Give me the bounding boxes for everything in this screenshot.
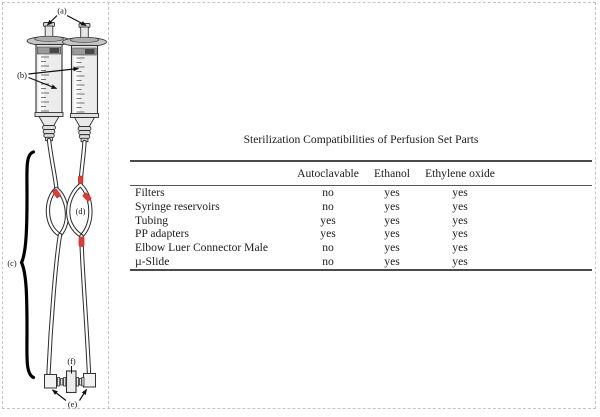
cell-ethanol: yes xyxy=(384,254,400,268)
tubing-lower xyxy=(46,232,92,376)
table-row: Elbow Luer Connector Male no yes yes xyxy=(130,241,592,255)
cell-ethylene-oxide: yes xyxy=(452,227,468,241)
cell-autoclavable: no xyxy=(322,186,334,199)
cell-ethanol: yes xyxy=(384,227,400,241)
table-row: PP adapters yes yes yes xyxy=(130,227,592,241)
label-a: (a) xyxy=(57,7,67,16)
cell-ethylene-oxide: yes xyxy=(452,241,468,255)
tubing-loop-right xyxy=(66,182,93,239)
perfusion-set-diagram: (a) (b) (c) (d) (e) (f) xyxy=(7,7,108,409)
table-row: Filters no yes yes xyxy=(130,186,592,200)
part-name: Elbow Luer Connector Male xyxy=(135,241,268,255)
part-name: PP adapters xyxy=(135,227,189,241)
cell-ethylene-oxide: yes xyxy=(452,213,468,227)
cell-ethylene-oxide: yes xyxy=(452,186,468,199)
header-filler xyxy=(504,161,592,186)
callouts xyxy=(28,14,88,401)
cell-ethanol: yes xyxy=(384,199,400,213)
cell-ethylene-oxide: yes xyxy=(452,254,468,268)
part-name: Tubing xyxy=(135,213,169,227)
table-header-row: Autoclavable Ethanol Ethylene oxide xyxy=(130,161,592,186)
label-e: (e) xyxy=(68,400,78,409)
header-autoclavable: Autoclavable xyxy=(288,161,368,186)
cell-autoclavable: no xyxy=(322,241,334,255)
cell-ethylene-oxide: yes xyxy=(452,199,468,213)
cell-autoclavable: yes xyxy=(320,227,336,241)
table-row: Syringe reservoirs no yes yes xyxy=(130,200,592,214)
sterilization-compatibility-table: Autoclavable Ethanol Ethylene oxide Filt… xyxy=(130,160,592,271)
part-name: µ-Slide xyxy=(135,254,170,268)
header-ethanol: Ethanol xyxy=(368,161,416,186)
part-name: Syringe reservoirs xyxy=(135,199,220,213)
label-c: (c) xyxy=(7,259,17,268)
pp-adapter-bands xyxy=(52,175,92,247)
table-row: Tubing yes yes yes xyxy=(130,214,592,228)
header-ethylene-oxide: Ethylene oxide xyxy=(416,161,504,186)
table-title: Sterilization Compatibilities of Perfusi… xyxy=(243,133,479,146)
label-d: (d) xyxy=(76,207,86,216)
cell-ethanol: yes xyxy=(384,241,400,255)
table-row: µ-Slide no yes yes xyxy=(130,255,592,270)
micro-slide-assembly xyxy=(44,370,96,394)
header-part-blank xyxy=(130,161,288,186)
cell-autoclavable: no xyxy=(322,254,334,268)
brace-c xyxy=(19,150,36,380)
label-b: (b) xyxy=(17,71,27,80)
syringe-reservoir-right xyxy=(61,22,108,143)
cell-ethanol: yes xyxy=(384,186,400,199)
dashed-frame xyxy=(2,2,596,409)
cell-ethanol: yes xyxy=(384,213,400,227)
cell-autoclavable: yes xyxy=(320,213,336,227)
label-f: (f) xyxy=(67,357,76,366)
panel-divider-dashed-line xyxy=(108,2,109,409)
cell-autoclavable: no xyxy=(322,199,334,213)
part-name: Filters xyxy=(135,186,165,199)
